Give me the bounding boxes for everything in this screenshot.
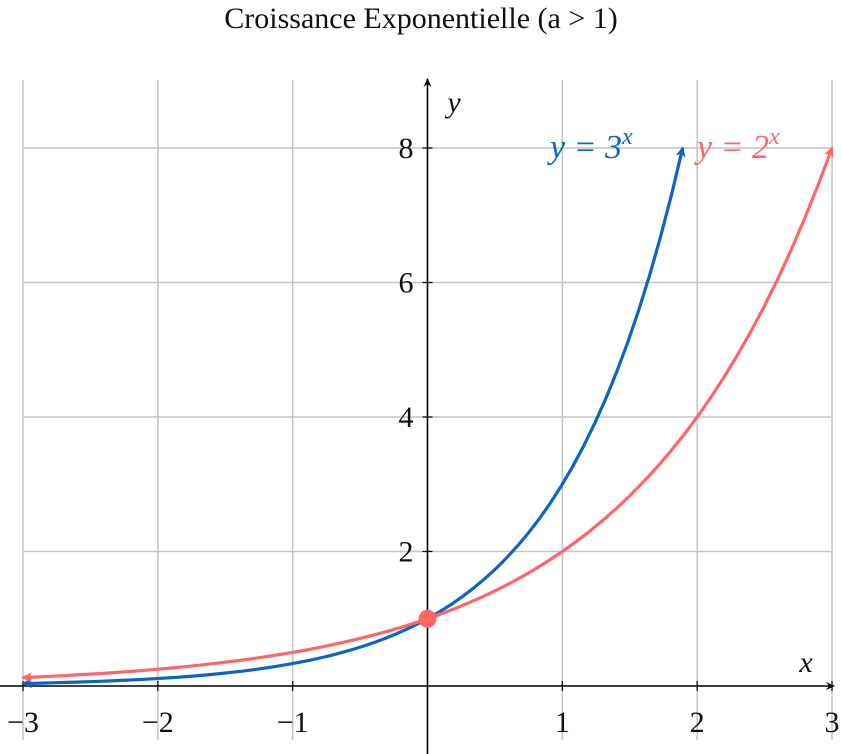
x-axis-label: x — [798, 646, 813, 679]
x-tick-label: 3 — [825, 706, 840, 739]
point-marker — [418, 609, 437, 628]
x-tick-label: 1 — [555, 706, 570, 739]
x-tick-label: −1 — [277, 706, 309, 739]
y-tick-label: 4 — [399, 401, 414, 434]
labels: −3 −2 −1 1 2 3 2 4 6 8 x y y = 3x y = 2x — [7, 86, 839, 739]
y-tick-label: 8 — [399, 132, 414, 165]
x-tick-label: −2 — [142, 706, 174, 739]
series-line-three-pow-x — [21, 145, 686, 689]
x-tick-label: −3 — [7, 706, 39, 739]
series-label: y = 3x — [547, 124, 633, 166]
y-tick-label: 6 — [399, 267, 414, 300]
y-axis-label: y — [444, 86, 461, 119]
series-group — [21, 145, 834, 689]
y-tick-label: 2 — [399, 536, 414, 569]
x-tick-label: 2 — [690, 706, 705, 739]
chart-title: Croissance Exponentielle (a > 1) — [224, 2, 618, 35]
series-label: y = 2x — [694, 124, 780, 166]
